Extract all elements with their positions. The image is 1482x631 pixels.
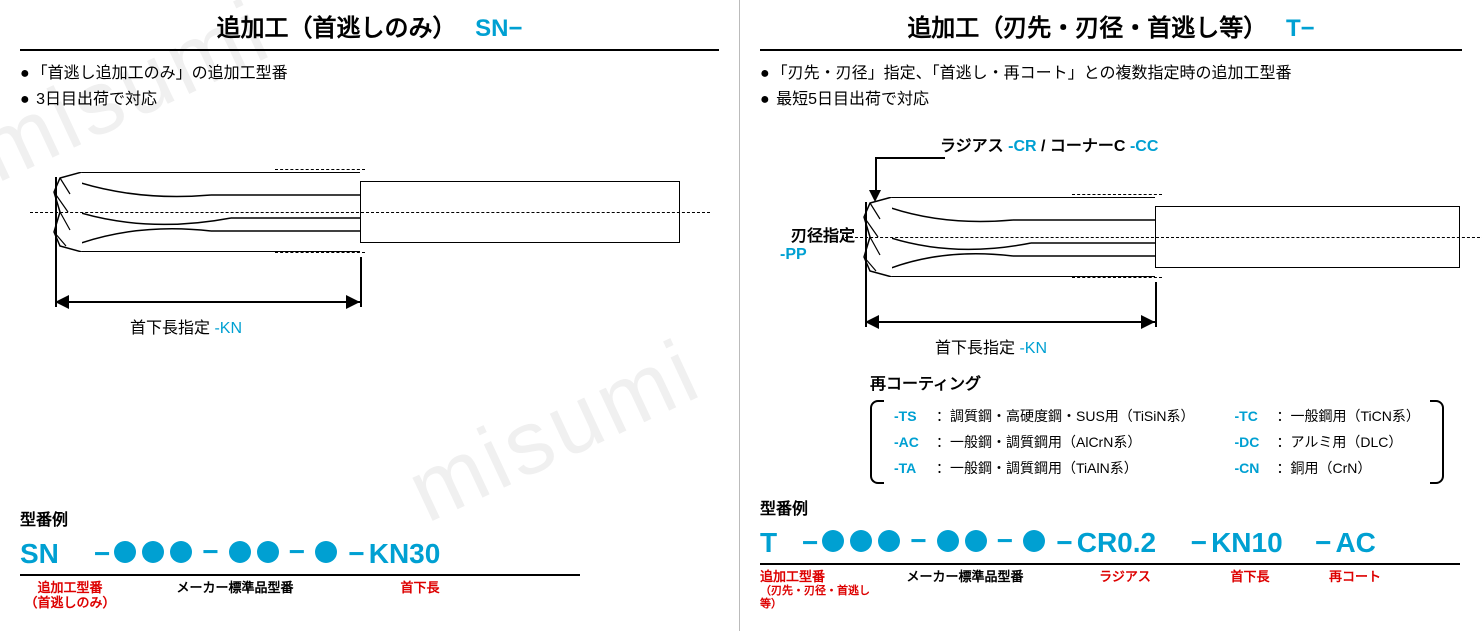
bullet: 3日目出荷で対応 <box>20 87 719 113</box>
anno: 追加工型番 <box>20 580 120 596</box>
dia-label: 刃径指定 -PP <box>760 222 855 264</box>
centerline <box>845 237 1482 238</box>
model-header: 型番例 <box>20 506 580 530</box>
title-code: SN− <box>475 15 522 42</box>
code: -CC <box>1130 138 1158 155</box>
dim-ext <box>55 177 57 307</box>
seg-cr: CR0.2 <box>1077 527 1156 558</box>
callout-h <box>875 157 945 159</box>
dim-ext <box>360 257 362 307</box>
title-sn: 追加工（首逃しのみ） SN− <box>20 8 719 51</box>
bracket-left <box>870 400 884 484</box>
recoat-item: -DC：アルミ用（DLC） <box>1235 432 1420 452</box>
panel-sn: 追加工（首逃しのみ） SN− 「首逃し追加工のみ」の追加工型番 3日目出荷で対応 <box>0 0 740 631</box>
model-line: T − − − − CR0.2 − KN10 − AC <box>760 525 1460 565</box>
recoat-item: -TS：調質鋼・高硬度鋼・SUS用（TiSiN系） <box>894 406 1195 426</box>
dim-text: 首下長指定 <box>130 320 210 337</box>
anno: メーカー標準品型番 <box>120 580 350 611</box>
model-line: SN − − − − KN30 <box>20 536 580 576</box>
panels: 追加工（首逃しのみ） SN− 「首逃し追加工のみ」の追加工型番 3日目出荷で対応 <box>0 0 1482 631</box>
title-main: 追加工（首逃しのみ） <box>216 15 456 42</box>
flute-lines-svg <box>891 198 1156 278</box>
seg-prefix: SN <box>20 538 59 569</box>
code: -CR <box>1008 138 1036 155</box>
bullet: 「刃先・刃径」指定、「首逃し・再コート」との複数指定時の追加工型番 <box>760 61 1462 87</box>
bracket-right <box>1430 400 1444 484</box>
dim-label-kn: 首下長指定 -KN <box>935 334 1047 358</box>
dia-text: 刃径指定 <box>760 222 855 246</box>
recoat-item: -TA：一般鋼・調質鋼用（TiAlN系） <box>894 458 1195 478</box>
radius-callout-label: ラジアス -CR / コーナーC -CC <box>940 132 1158 156</box>
panel-t: 追加工（刃先・刃径・首逃し等） T− 「刃先・刃径」指定、「首逃し・再コート」と… <box>740 0 1482 631</box>
dim-text: 首下長指定 <box>935 340 1015 357</box>
callout-v <box>875 157 877 192</box>
title-code: T− <box>1286 15 1315 42</box>
flute-lines-svg <box>81 173 361 253</box>
dim-label-kn: 首下長指定 -KN <box>130 314 242 338</box>
label: ラジアス <box>940 138 1004 155</box>
recoat-title: 再コーティング <box>870 370 1444 394</box>
dash-line <box>1072 277 1162 278</box>
title-main: 追加工（刃先・刃径・首逃し等） <box>907 15 1267 42</box>
diagram-sn: 首下長指定 -KN <box>20 162 719 392</box>
dia-code: -PP <box>760 246 855 264</box>
bullets-t: 「刃先・刃径」指定、「首逃し・再コート」との複数指定時の追加工型番 最短5日目出… <box>760 61 1462 112</box>
anno: 追加工型番 <box>760 569 870 585</box>
recoat-section: 再コーティング -TS：調質鋼・高硬度鋼・SUS用（TiSiN系） -AC：一般… <box>870 370 1444 484</box>
sep: / <box>1041 138 1050 155</box>
dim-code: -KN <box>1019 340 1047 357</box>
dash-line <box>275 252 365 253</box>
seg-prefix: T <box>760 527 777 558</box>
seg-ac: AC <box>1335 527 1375 558</box>
recoat-col-right: -TC：一般鋼用（TiCN系） -DC：アルミ用（DLC） -CN：銅用（CrN… <box>1235 406 1420 478</box>
anno: メーカー標準品型番 <box>870 569 1060 611</box>
recoat-item: -AC：一般鋼・調質鋼用（AlCrN系） <box>894 432 1195 452</box>
recoat-col-left: -TS：調質鋼・高硬度鋼・SUS用（TiSiN系） -AC：一般鋼・調質鋼用（A… <box>894 406 1195 478</box>
anno: （刃先・刃径・首逃し等） <box>760 585 870 611</box>
seg-kn: KN10 <box>1211 527 1283 558</box>
dash-line <box>1072 194 1162 195</box>
anno: ラジアス <box>1060 569 1190 611</box>
diagram-t: ラジアス -CR / コーナーC -CC 刃径指定 -PP <box>760 132 1462 382</box>
bullets-sn: 「首逃し追加工のみ」の追加工型番 3日目出荷で対応 <box>20 61 719 112</box>
dim-code: -KN <box>214 320 242 337</box>
bullet: 「首逃し追加工のみ」の追加工型番 <box>20 61 719 87</box>
dash-line <box>275 169 365 170</box>
anno: 首下長 <box>350 580 490 611</box>
label: コーナーC <box>1050 138 1126 155</box>
centerline <box>30 212 710 213</box>
recoat-item: -CN：銅用（CrN） <box>1235 458 1420 478</box>
model-header: 型番例 <box>760 495 1460 519</box>
model-example-sn: 型番例 SN − − − − KN30 追加工型番 <box>20 506 580 611</box>
bullet: 最短5日目出荷で対応 <box>760 87 1462 113</box>
dim-ext <box>1155 282 1157 327</box>
seg-dots: − − <box>114 536 337 568</box>
recoat-body: -TS：調質鋼・高硬度鋼・SUS用（TiSiN系） -AC：一般鋼・調質鋼用（A… <box>870 400 1444 484</box>
seg-kn: KN30 <box>369 538 441 569</box>
anno: （首逃しのみ） <box>20 595 120 611</box>
title-t: 追加工（刃先・刃径・首逃し等） T− <box>760 8 1462 51</box>
anno: 再コート <box>1310 569 1400 611</box>
endmill-drawing <box>890 197 1460 277</box>
dim-arrow-kn <box>865 312 1155 332</box>
anno-row: 追加工型番 （首逃しのみ） メーカー標準品型番 首下長 <box>20 580 580 611</box>
anno: 首下長 <box>1190 569 1310 611</box>
endmill-drawing <box>80 172 680 252</box>
recoat-item: -TC：一般鋼用（TiCN系） <box>1235 406 1420 426</box>
dim-ext <box>865 202 867 327</box>
seg-dots: − − <box>822 525 1045 557</box>
anno-row: 追加工型番 （刃先・刃径・首逃し等） メーカー標準品型番 ラジアス 首下長 再コ… <box>760 569 1460 611</box>
model-example-t: 型番例 T − − − − CR0.2 − KN10 − <box>760 495 1460 611</box>
dim-arrow-kn <box>55 292 360 312</box>
